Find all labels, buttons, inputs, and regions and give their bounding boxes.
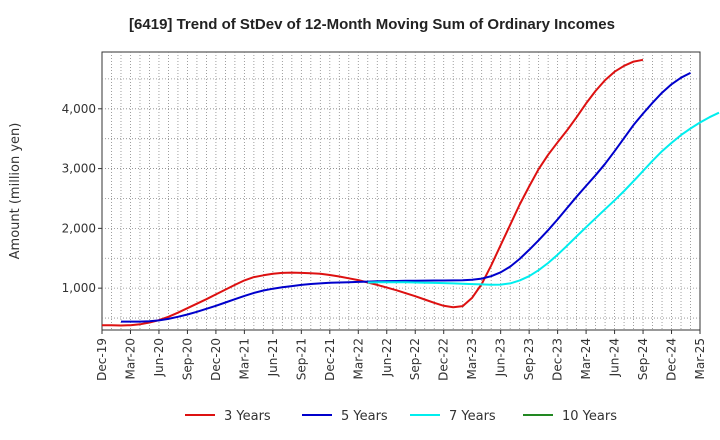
x-tick-label: Mar-24: [579, 338, 593, 379]
series-line-7-years: [367, 111, 720, 286]
x-tick-label: Jun-24: [608, 338, 622, 377]
x-tick-label: Jun-20: [152, 338, 166, 377]
series-line-3-years: [102, 58, 644, 327]
x-tick-label: Sep-23: [522, 338, 536, 380]
x-tick-label: Mar-22: [351, 338, 365, 379]
x-tick-label: Dec-23: [551, 338, 565, 381]
legend-label: 10 Years: [562, 409, 617, 424]
x-tick-label: Sep-21: [294, 338, 308, 380]
x-tick-label: Dec-22: [437, 338, 451, 381]
x-axis-ticks: Dec-19 Mar-20 Jun-20 Sep-20 Dec-20 Mar-21 Jun-…: [95, 330, 707, 381]
series-lines: [102, 58, 720, 327]
legend-label: 7 Years: [449, 409, 496, 424]
y-axis-label: Amount (million yen): [8, 123, 23, 260]
y-axis-ticks: 1,000 2,000 3,000 4,000: [62, 102, 102, 295]
x-tick-label: Mar-20: [123, 338, 137, 379]
x-tick-label: Mar-25: [693, 338, 707, 379]
y-tick-label: 2,000: [62, 221, 96, 235]
grid: [102, 52, 700, 330]
x-tick-label: Dec-20: [209, 338, 223, 381]
x-tick-label: Dec-21: [323, 338, 337, 381]
y-tick-label: 3,000: [62, 162, 96, 176]
x-tick-label: Sep-24: [636, 338, 650, 380]
x-tick-label: Jun-21: [266, 338, 280, 377]
x-tick-label: Mar-21: [237, 338, 251, 379]
x-tick-label: Jun-23: [494, 338, 508, 377]
y-tick-label: 1,000: [62, 281, 96, 295]
legend-label: 5 Years: [341, 409, 388, 424]
series-line-5-years: [121, 72, 691, 323]
legend: 3 Years 5 Years 7 Years 10 Years: [185, 409, 617, 424]
x-tick-label: Dec-19: [95, 338, 109, 381]
legend-label: 3 Years: [224, 409, 271, 424]
x-tick-label: Sep-22: [408, 338, 422, 380]
x-tick-label: Mar-23: [465, 338, 479, 379]
y-tick-label: 4,000: [62, 102, 96, 116]
x-tick-label: Jun-22: [380, 338, 394, 377]
plot-area: [101, 51, 701, 331]
chart-title: [6419] Trend of StDev of 12-Month Moving…: [129, 16, 615, 33]
x-tick-label: Sep-20: [180, 338, 194, 380]
x-tick-label: Dec-24: [665, 338, 679, 381]
